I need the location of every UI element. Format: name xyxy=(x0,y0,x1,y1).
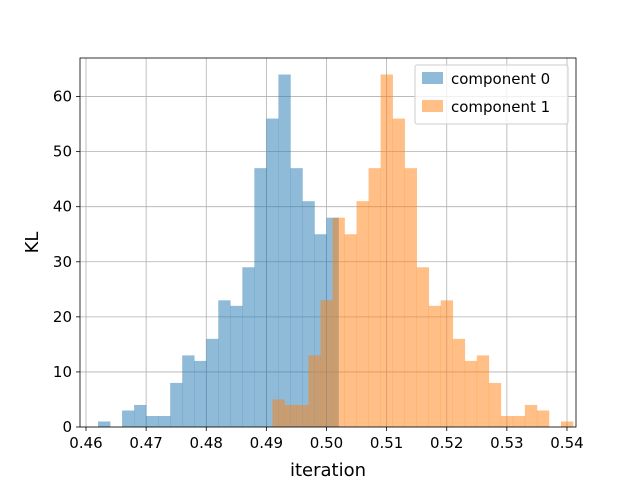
histogram-bar xyxy=(308,355,321,427)
series-component-0-bars xyxy=(98,74,339,428)
histogram-bar xyxy=(296,404,309,427)
histogram-bar xyxy=(560,421,574,427)
histogram-bar xyxy=(98,421,111,427)
histogram-bar xyxy=(158,415,171,427)
histogram-bar xyxy=(278,74,291,427)
legend-box xyxy=(414,64,569,125)
histogram-bar xyxy=(428,305,442,427)
legend-label-component-1: component 1 xyxy=(451,98,550,116)
y-tick-label: 40 xyxy=(53,198,72,216)
series-component-1-bars xyxy=(272,74,574,428)
y-tick-label: 10 xyxy=(53,363,72,381)
x-tick-label: 0.47 xyxy=(129,434,162,452)
histogram-bar xyxy=(524,404,538,427)
histogram-bar xyxy=(404,168,417,428)
y-tick-label: 60 xyxy=(53,88,72,106)
histogram-bar xyxy=(134,404,147,427)
histogram-bar xyxy=(512,415,526,427)
histogram-bar xyxy=(416,267,430,427)
histogram-bar xyxy=(440,300,454,427)
legend-swatch-component-0 xyxy=(422,72,443,84)
y-axis-label: KL xyxy=(22,232,43,254)
x-tick-label: 0.52 xyxy=(430,434,463,452)
histogram-bar xyxy=(392,118,405,427)
histogram-bar xyxy=(290,168,303,428)
x-axis-ticks: 0.46 0.47 0.48 0.49 0.50 0.51 0.52 0.53 0.54 xyxy=(69,427,584,452)
histogram-bar xyxy=(356,201,369,427)
legend-swatch-component-1 xyxy=(422,100,443,112)
histogram-bar xyxy=(380,74,393,427)
histogram-bar xyxy=(170,382,183,427)
histogram-bar xyxy=(272,399,285,427)
histogram-bar xyxy=(284,404,297,427)
plot-frame xyxy=(79,57,577,428)
histogram-bar xyxy=(218,300,231,427)
y-tick-label: 30 xyxy=(53,253,72,271)
histogram-bar xyxy=(500,415,514,427)
x-tick-label: 0.46 xyxy=(69,434,102,452)
histogram-bar xyxy=(266,118,279,427)
x-tick-label: 0.51 xyxy=(370,434,403,452)
histogram-bar xyxy=(194,360,207,427)
histogram-bar xyxy=(344,234,357,427)
histogram-bar xyxy=(146,415,159,427)
x-tick-label: 0.53 xyxy=(490,434,523,452)
legend: component 0 component 1 xyxy=(414,64,569,125)
histogram-bar xyxy=(368,168,381,428)
y-tick-label: 20 xyxy=(53,308,72,326)
histogram-bar xyxy=(254,168,267,428)
histogram-bar xyxy=(332,217,345,427)
x-tick-label: 0.49 xyxy=(250,434,283,452)
legend-label-component-0: component 0 xyxy=(451,70,550,88)
histogram-bar xyxy=(122,410,135,427)
histogram-bar xyxy=(452,338,466,427)
histogram-bar xyxy=(488,382,502,427)
y-axis-ticks: 0 10 20 30 40 50 60 xyxy=(53,88,80,436)
histogram-bar xyxy=(320,300,333,427)
histogram-bar xyxy=(206,338,219,427)
x-tick-label: 0.50 xyxy=(310,434,343,452)
histogram-bar xyxy=(230,305,243,427)
y-tick-label: 0 xyxy=(62,418,72,436)
histogram-bar xyxy=(536,410,550,427)
histogram-bar xyxy=(464,360,478,427)
histogram-bar xyxy=(242,267,255,427)
histogram-bar xyxy=(476,355,490,427)
x-axis-label: iteration xyxy=(290,460,366,480)
histogram-bar xyxy=(182,355,195,427)
x-tick-label: 0.48 xyxy=(190,434,223,452)
y-tick-label: 50 xyxy=(53,143,72,161)
x-tick-label: 0.54 xyxy=(550,434,583,452)
